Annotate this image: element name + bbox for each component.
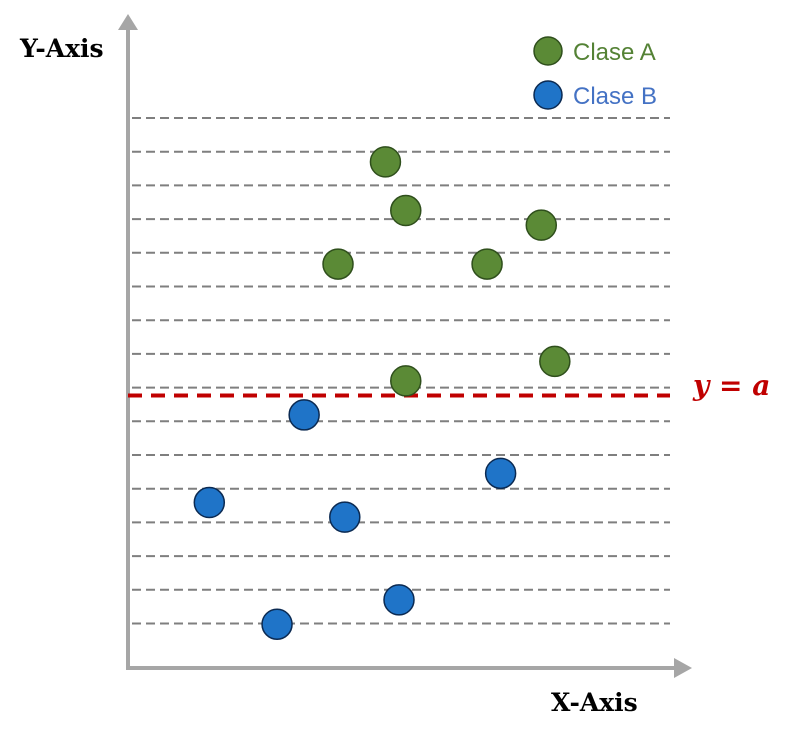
class-b-points <box>193 399 517 640</box>
class-b-point <box>193 486 226 519</box>
class-a-point <box>390 194 422 227</box>
class-a-point <box>539 345 571 378</box>
class-a-point <box>390 365 422 397</box>
legend: Clase A Clase B <box>533 36 657 110</box>
class-a-point <box>369 146 402 178</box>
legend-label-clase-b: Clase B <box>573 83 657 110</box>
class-a-point <box>322 248 354 280</box>
y-axis-title: Y-Axis <box>19 34 104 63</box>
legend-label-clase-a: Clase A <box>573 39 656 66</box>
legend-swatch-clase-a <box>533 36 563 66</box>
class-b-point <box>329 501 361 533</box>
axes <box>118 14 692 678</box>
x-axis-arrowhead <box>674 658 692 678</box>
x-axis-title: X-Axis <box>551 688 638 717</box>
class-b-point <box>261 608 293 640</box>
class-b-point <box>288 399 320 431</box>
class-b-point <box>484 457 517 490</box>
class-a-points <box>322 146 571 397</box>
legend-swatch-clase-b <box>533 80 563 110</box>
class-a-point <box>525 209 558 241</box>
threshold-label: y = a <box>692 369 770 402</box>
class-a-point <box>471 248 503 280</box>
y-axis-arrowhead <box>118 14 138 30</box>
class-b-point <box>383 584 415 616</box>
gridlines <box>132 117 670 625</box>
